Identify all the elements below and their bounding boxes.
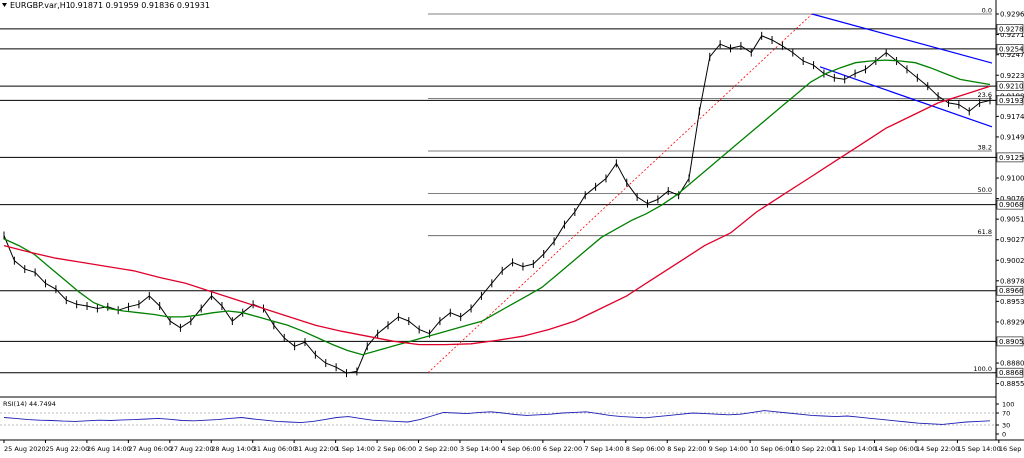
fib-level-label-1: 23.6	[978, 91, 992, 99]
triangle-down-icon[interactable]	[2, 3, 7, 7]
time-tick-label-14: 7 Sep 14:00	[584, 445, 623, 453]
slow-ma-line	[3, 85, 991, 346]
price-label-box-4	[996, 152, 1024, 163]
channel-upper-line[interactable]	[811, 13, 993, 64]
time-tick-label-13: 6 Sep 22:00	[543, 445, 582, 453]
time-tick-label-4: 27 Aug 22:00	[170, 445, 214, 453]
price-tick-label-10: 0.90515	[1000, 216, 1024, 224]
chart-series	[3, 31, 991, 378]
time-tick-label-12: 4 Sep 06:00	[501, 445, 540, 453]
rsi-tick-label-1: 70	[1002, 410, 1010, 418]
time-tick-label-19: 10 Sep 22:00	[792, 445, 835, 453]
time-tick-label-23: 15 Sep 14:00	[957, 445, 1000, 453]
fib-level-label-0: 0.0	[982, 7, 992, 15]
price-label-2: 0.92101	[999, 83, 1024, 91]
price-label-box-8	[996, 367, 1024, 378]
price-tick-label-12: 0.90025	[1000, 257, 1024, 265]
rsi-tick-label-3: 0	[1002, 431, 1006, 439]
price-label-5: 0.90688	[999, 201, 1024, 209]
price-label-box-6	[996, 285, 1024, 296]
price-label-3: 0.91931	[999, 97, 1024, 105]
time-tick-label-10: 2 Sep 22:00	[419, 445, 458, 453]
fib-level-label-2: 38.2	[978, 144, 992, 152]
rsi-tick-label-0: 100	[1002, 401, 1014, 409]
price-label-box-7	[996, 336, 1024, 347]
fib-level-label-4: 61.8	[978, 228, 992, 236]
time-tick-label-9: 2 Sep 06:00	[377, 445, 416, 453]
price-label-box-3	[996, 95, 1024, 106]
time-tick-label-6: 31 Aug 06:00	[253, 445, 297, 453]
time-tick-label-3: 27 Aug 06:00	[128, 445, 172, 453]
price-label-8: 0.88685	[999, 369, 1024, 377]
price-tick-label-2: 0.92475	[1000, 51, 1024, 59]
time-tick-label-16: 8 Sep 22:00	[667, 445, 706, 453]
rsi-line	[3, 410, 991, 425]
price-label-7: 0.89058	[999, 338, 1024, 346]
time-tick-label-0: 25 Aug 2020	[4, 445, 46, 453]
main-plot-area[interactable]	[0, 0, 996, 388]
fast-ma-line	[3, 59, 991, 356]
price-label-boxes: 0.92782 0.92545 0.92101 0.91931 0.91251 0.906…	[996, 24, 1024, 378]
time-tick-label-15: 8 Sep 06:00	[626, 445, 665, 453]
horizontal-lines	[0, 28, 996, 374]
time-tick-label-8: 1 Sep 14:00	[336, 445, 375, 453]
rsi-title: RSI(14) 44.7494	[3, 400, 56, 408]
price-label-6: 0.89662	[999, 287, 1024, 295]
price-label-4: 0.91251	[999, 154, 1024, 162]
time-tick-label-7: 31 Aug 22:00	[294, 445, 338, 453]
price-tick-label-6: 0.91495	[1000, 133, 1024, 141]
time-tick-label-24: 16 Sep 06:00	[999, 445, 1024, 453]
fib-trend-line[interactable]	[427, 13, 813, 373]
ohlc-values: 0.91871 0.91959 0.91836 0.91931	[70, 1, 210, 10]
price-tick-label-1: 0.92715	[1000, 31, 1024, 39]
price-tick-label-18: 0.88555	[1000, 380, 1024, 388]
price-label-box-5	[996, 199, 1024, 210]
time-tick-label-1: 25 Aug 22:00	[45, 445, 89, 453]
price-label-box-2	[996, 81, 1024, 91]
time-tick-label-11: 3 Sep 14:00	[460, 445, 499, 453]
fib-level-label-3: 50.0	[978, 186, 992, 194]
fibonacci-retracement[interactable]: 0.0 23.6 38.2 50.0 61.8 100.0	[427, 7, 992, 374]
price-label-1: 0.92545	[999, 45, 1024, 53]
price-tick-label-14: 0.89535	[1000, 298, 1024, 306]
time-tick-label-5: 28 Aug 14:00	[211, 445, 255, 453]
price-axis: 0.929600.927150.924750.922300.919850.917…	[996, 11, 1024, 388]
price-label-0: 0.92782	[999, 25, 1024, 33]
time-tick-label-18: 10 Sep 06:00	[750, 445, 793, 453]
time-tick-label-2: 26 Aug 14:00	[87, 445, 131, 453]
time-tick-label-17: 9 Sep 14:00	[709, 445, 748, 453]
price-tick-label-8: 0.91005	[1000, 175, 1024, 183]
price-label-box-1	[996, 44, 1024, 54]
fib-level-label-5: 100.0	[973, 365, 992, 373]
symbol-label: EURGBP.var,H1	[10, 1, 71, 10]
rsi-tick-label-2: 30	[1002, 422, 1010, 430]
time-tick-label-22: 14 Sep 22:00	[916, 445, 959, 453]
price-label-box-0	[996, 24, 1024, 34]
time-tick-label-21: 14 Sep 06:00	[874, 445, 917, 453]
time-tick-label-20: 11 Sep 14:00	[833, 445, 876, 453]
